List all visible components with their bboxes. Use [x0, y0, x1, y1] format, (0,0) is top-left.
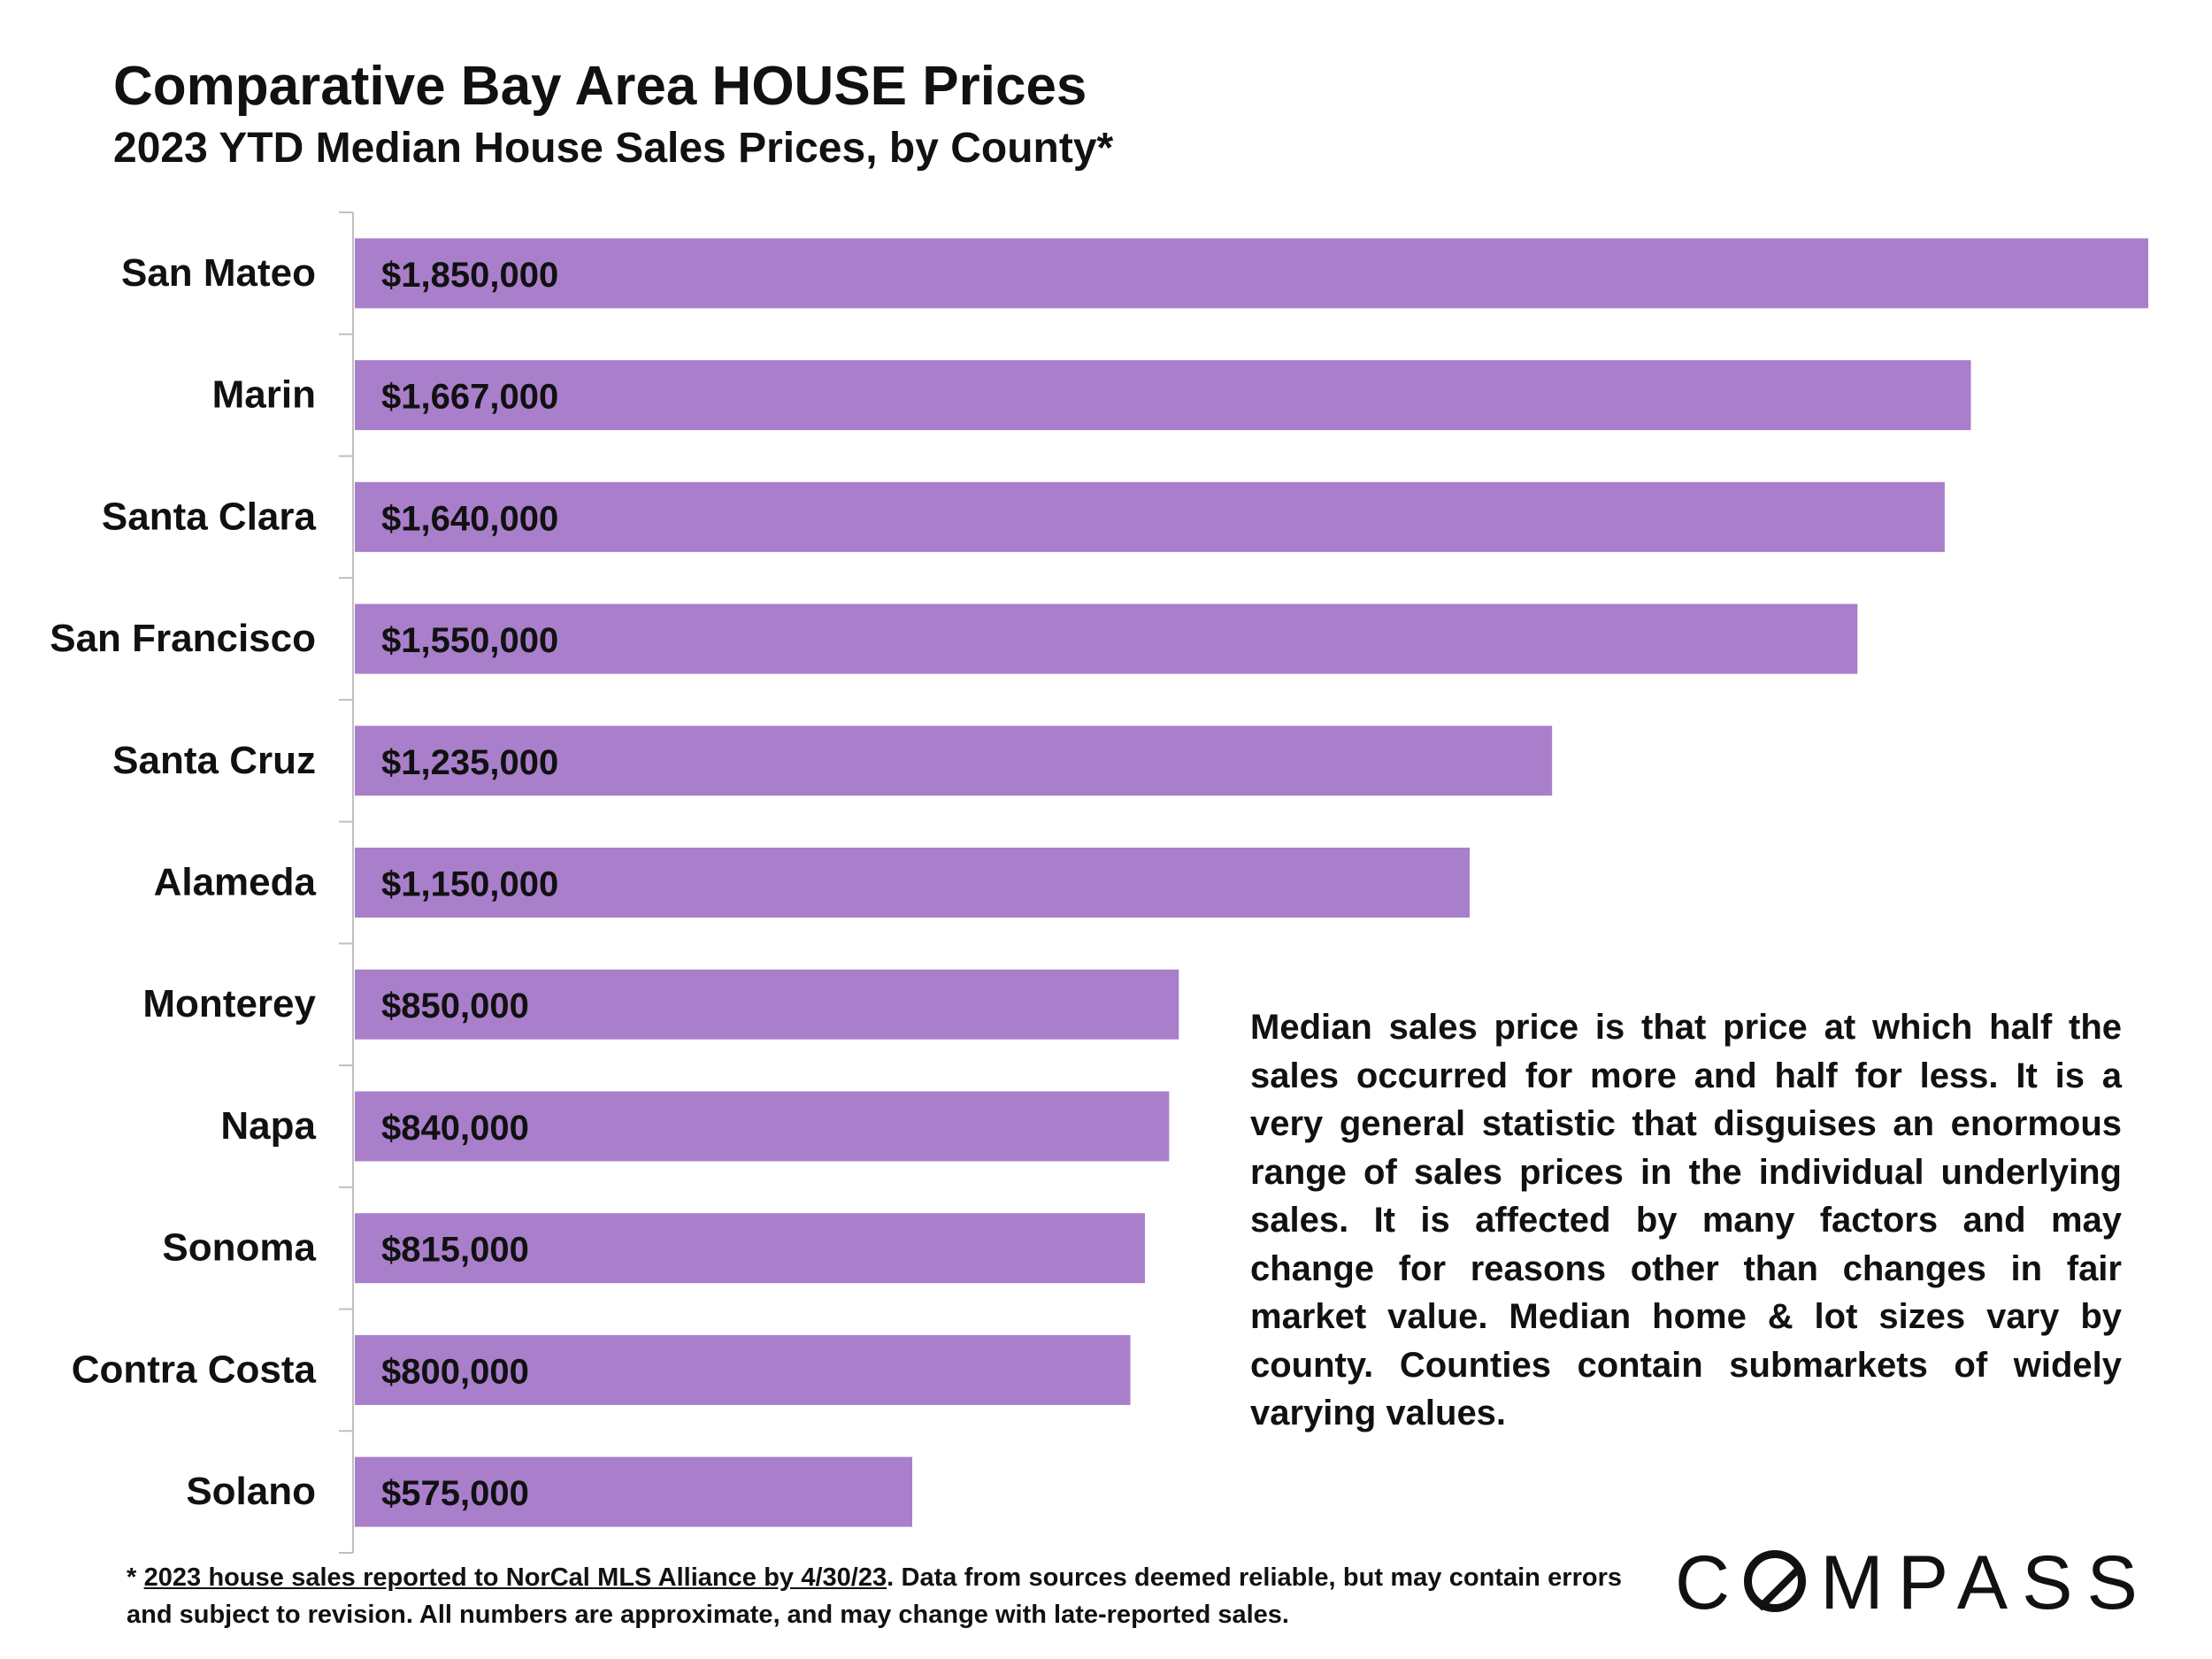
category-label: San Mateo [121, 251, 316, 295]
bar [355, 603, 1858, 674]
data-label: $815,000 [381, 1231, 529, 1270]
category-label: Solano [186, 1470, 316, 1513]
footnote-source-link: 2023 house sales reported to NorCal MLS … [143, 1563, 887, 1592]
category-label: Santa Cruz [112, 739, 316, 782]
bar [355, 238, 2148, 309]
chart-subtitle: 2023 YTD Median House Sales Prices, by C… [113, 125, 1114, 172]
category-label: Alameda [154, 861, 317, 904]
category-label: Contra Costa [72, 1348, 317, 1391]
category-label: Monterey [142, 982, 316, 1025]
category-label: Sonoma [162, 1226, 316, 1270]
bar [355, 969, 1179, 1040]
logo-letter-c: C [1675, 1540, 1745, 1625]
chart-title: Comparative Bay Area HOUSE Prices [113, 56, 1087, 117]
bar [355, 848, 1471, 918]
footnote-text: . Data from sources deemed reliable, but… [127, 1563, 1623, 1629]
data-label: $1,550,000 [381, 621, 558, 660]
data-label: $1,850,000 [381, 256, 558, 295]
data-label: $1,235,000 [381, 743, 558, 782]
bar [355, 360, 1971, 431]
category-label: Napa [220, 1104, 316, 1148]
category-label: Santa Clara [102, 495, 317, 538]
footnote: * 2023 house sales reported to NorCal ML… [127, 1559, 1622, 1633]
bar [355, 1334, 1131, 1405]
category-label: San Francisco [50, 617, 316, 660]
data-label: $1,150,000 [381, 865, 558, 904]
category-label: Marin [212, 373, 316, 417]
data-label: $840,000 [381, 1109, 529, 1148]
data-label: $1,667,000 [381, 378, 558, 417]
data-label: $800,000 [381, 1352, 529, 1391]
footnote-prefix: * [127, 1563, 144, 1592]
bar [355, 1456, 913, 1527]
bar [355, 481, 1945, 552]
data-label: $850,000 [381, 987, 529, 1025]
bar [355, 1091, 1170, 1162]
compass-logo: C MPASS [1675, 1540, 2152, 1627]
logo-letters: MPASS [1820, 1540, 2152, 1625]
data-label: $1,640,000 [381, 499, 558, 538]
bar [355, 1213, 1145, 1284]
bar [355, 726, 1553, 796]
data-label: $575,000 [381, 1474, 529, 1513]
logo-o-mark [1744, 1550, 1807, 1612]
median-explanation-note: Median sales price is that price at whic… [1250, 1008, 2122, 1432]
